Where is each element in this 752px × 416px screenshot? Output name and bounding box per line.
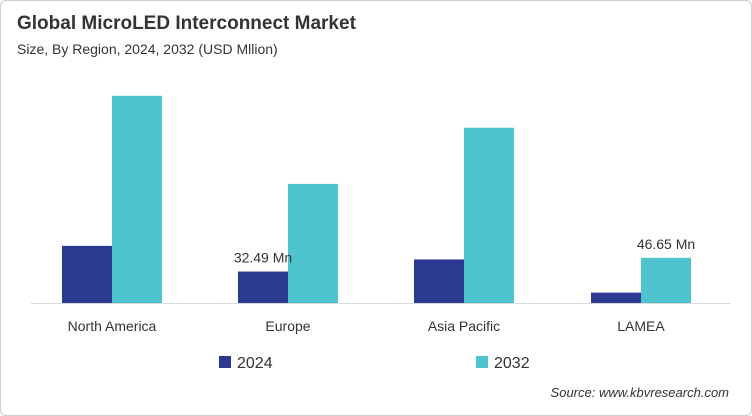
chart-title: Global MicroLED Interconnect Market: [17, 13, 356, 34]
legend-swatch-2024: [219, 356, 231, 368]
bar-2024-europe: [238, 271, 288, 303]
source-note: Source: www.kbvresearch.com: [550, 385, 729, 400]
bar-2032-asia-pacific: [464, 127, 514, 303]
data-label: 46.65 Mn: [637, 236, 695, 252]
bar-2024-asia-pacific: [414, 259, 464, 303]
bar-2032-lamea: [641, 257, 691, 303]
data-label: 32.49 Mn: [234, 250, 292, 266]
x-tick-label: Europe: [265, 318, 310, 334]
x-tick-label: North America: [68, 318, 157, 334]
chart-subtitle: Size, By Region, 2024, 2032 (USD Mllion): [17, 41, 278, 57]
legend-swatch-2032: [476, 356, 488, 368]
x-tick-label: Asia Pacific: [428, 318, 500, 334]
bar-2024-lamea: [591, 292, 641, 303]
legend-label: 2024: [237, 355, 273, 372]
bar-2032-europe: [288, 183, 338, 303]
legend-label: 2032: [494, 355, 530, 372]
x-tick-label: LAMEA: [617, 318, 665, 334]
bar-2032-north-america: [112, 95, 162, 304]
bar-2024-north-america: [62, 245, 112, 303]
